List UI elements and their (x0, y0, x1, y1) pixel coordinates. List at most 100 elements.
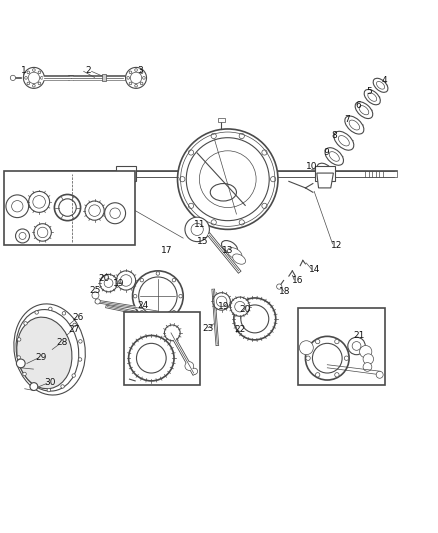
Ellipse shape (222, 240, 237, 253)
Circle shape (23, 67, 44, 88)
Circle shape (344, 356, 349, 360)
Circle shape (360, 345, 372, 358)
Text: 4: 4 (381, 76, 387, 85)
Ellipse shape (210, 183, 237, 201)
Circle shape (23, 372, 26, 376)
Circle shape (177, 129, 278, 229)
Text: 7: 7 (345, 115, 350, 124)
Polygon shape (317, 173, 333, 188)
Text: 25: 25 (89, 286, 100, 295)
Ellipse shape (227, 248, 242, 259)
Circle shape (38, 71, 41, 74)
Text: 27: 27 (68, 325, 80, 334)
Ellipse shape (14, 304, 85, 395)
Circle shape (28, 191, 49, 212)
Circle shape (306, 356, 310, 360)
Text: 16: 16 (292, 276, 304, 285)
Circle shape (117, 271, 136, 290)
Circle shape (78, 358, 82, 361)
Circle shape (129, 82, 132, 85)
Text: 21: 21 (353, 331, 364, 340)
Circle shape (213, 293, 230, 310)
Circle shape (34, 384, 37, 387)
Circle shape (40, 77, 43, 79)
Circle shape (299, 341, 313, 354)
Circle shape (127, 77, 130, 79)
Circle shape (239, 133, 244, 139)
Circle shape (271, 176, 276, 182)
Circle shape (28, 72, 39, 84)
Circle shape (191, 223, 203, 236)
Circle shape (140, 311, 144, 314)
Circle shape (199, 151, 256, 207)
Text: 28: 28 (56, 338, 67, 347)
Circle shape (234, 298, 276, 340)
Text: 10: 10 (306, 163, 317, 172)
Bar (218, 118, 225, 123)
Circle shape (376, 372, 383, 378)
Circle shape (315, 340, 320, 344)
Circle shape (188, 150, 194, 155)
Polygon shape (315, 166, 335, 181)
Circle shape (363, 354, 374, 364)
Text: 18: 18 (279, 287, 290, 296)
Circle shape (172, 311, 176, 314)
Text: 20: 20 (99, 274, 110, 283)
Polygon shape (119, 173, 134, 188)
Circle shape (191, 368, 198, 374)
Circle shape (120, 274, 132, 286)
Circle shape (262, 203, 267, 208)
Circle shape (335, 373, 339, 377)
Circle shape (89, 205, 100, 216)
Circle shape (335, 340, 339, 344)
Circle shape (61, 385, 64, 388)
Circle shape (230, 297, 250, 316)
Ellipse shape (364, 90, 380, 105)
Circle shape (216, 296, 227, 306)
Text: 19: 19 (113, 279, 124, 288)
Text: 5: 5 (367, 87, 372, 96)
Circle shape (49, 307, 52, 311)
Text: 13: 13 (222, 246, 233, 255)
Circle shape (140, 82, 143, 85)
Text: 17: 17 (161, 246, 173, 255)
Circle shape (352, 342, 361, 350)
Circle shape (104, 279, 113, 287)
Circle shape (15, 229, 29, 243)
Circle shape (241, 305, 269, 333)
Circle shape (348, 337, 365, 354)
Text: 1: 1 (21, 67, 26, 75)
Circle shape (110, 208, 120, 219)
Circle shape (235, 302, 245, 312)
Circle shape (33, 196, 46, 208)
Text: 2: 2 (85, 66, 91, 75)
Ellipse shape (377, 82, 385, 89)
Circle shape (37, 227, 48, 238)
Text: 12: 12 (331, 241, 343, 250)
Circle shape (25, 77, 27, 79)
Circle shape (85, 201, 104, 220)
Circle shape (135, 84, 138, 87)
Bar (102, 75, 106, 82)
Circle shape (143, 77, 145, 79)
Circle shape (262, 150, 267, 155)
Ellipse shape (355, 102, 373, 118)
Circle shape (140, 278, 144, 282)
Circle shape (72, 374, 75, 377)
Circle shape (32, 69, 35, 71)
Circle shape (59, 199, 76, 216)
Circle shape (100, 274, 117, 292)
Circle shape (54, 195, 81, 221)
Circle shape (92, 292, 99, 299)
Ellipse shape (339, 135, 350, 146)
Circle shape (18, 338, 21, 341)
Ellipse shape (334, 131, 354, 150)
Circle shape (164, 325, 180, 341)
Circle shape (16, 359, 25, 368)
Circle shape (277, 284, 282, 289)
Circle shape (34, 224, 51, 241)
Circle shape (95, 299, 100, 304)
Circle shape (363, 362, 372, 372)
Circle shape (27, 71, 30, 74)
Circle shape (185, 362, 194, 370)
